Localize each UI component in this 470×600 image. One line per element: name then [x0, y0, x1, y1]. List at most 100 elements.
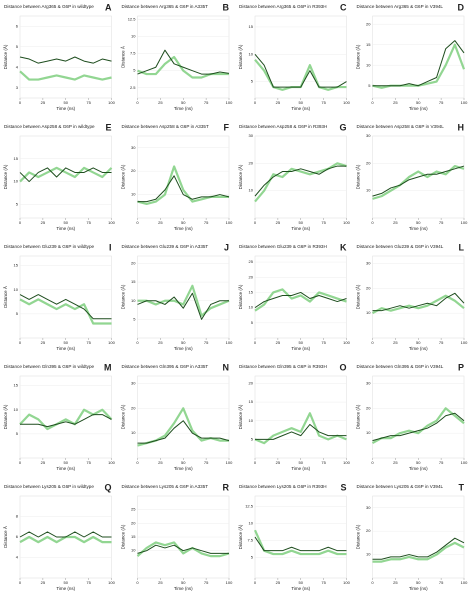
x-tick-label: 75	[86, 580, 91, 585]
y-tick-label: 10	[249, 51, 254, 56]
x-tick-label: 100	[343, 580, 350, 585]
panel-letter: C	[340, 2, 347, 12]
x-axis-label: Time (ns)	[409, 106, 428, 111]
y-tick-label: 25	[131, 507, 136, 512]
mean-line	[19, 531, 112, 538]
panel-letter: K	[340, 242, 347, 252]
x-axis-label: Time (ns)	[409, 346, 428, 351]
x-tick-label: 0	[136, 100, 139, 105]
y-tick-label: 20	[366, 405, 371, 410]
x-axis-label: Time (ns)	[174, 466, 193, 471]
y-tick-label: 7.5	[130, 51, 136, 56]
y-tick-label: 30	[131, 381, 136, 386]
x-tick-label: 100	[226, 580, 233, 585]
y-tick-label: 4	[16, 64, 19, 69]
replica-line	[137, 165, 229, 206]
x-axis-label: Time (ns)	[291, 586, 310, 591]
panel-title: Distance between Arg365 & G6P in A335T	[122, 4, 209, 9]
y-axis-label: Distance (Å)	[120, 404, 126, 429]
replica-line	[254, 412, 347, 445]
panel-title: Distance between Glu239 & G6P in wildtyp…	[4, 244, 95, 249]
x-tick-label: 25	[393, 580, 398, 585]
x-tick-label: 0	[371, 100, 374, 105]
panel-letter: H	[458, 122, 465, 132]
y-tick-label: 20	[131, 520, 136, 525]
y-tick-label: 5	[368, 83, 371, 88]
y-tick-label: 15	[131, 279, 136, 284]
panel-letter: M	[104, 362, 112, 372]
y-tick-label: 12.5	[128, 16, 137, 21]
y-tick-label: 10	[249, 418, 254, 423]
x-tick-label: 50	[299, 580, 304, 585]
x-tick-label: 25	[276, 460, 281, 465]
x-tick-label: 0	[371, 340, 374, 345]
y-axis-label: Distance Å	[2, 526, 8, 548]
x-axis-label: Time (ns)	[56, 106, 75, 111]
y-tick-label: 20	[366, 528, 371, 533]
x-axis-label: Time (ns)	[56, 226, 75, 231]
x-tick-label: 75	[86, 460, 91, 465]
x-tick-label: 25	[158, 460, 163, 465]
x-tick-label: 50	[64, 460, 69, 465]
mean-line	[137, 175, 230, 203]
x-tick-label: 0	[254, 580, 257, 585]
x-tick-label: 0	[136, 580, 139, 585]
y-tick-label: 12.5	[245, 503, 254, 508]
y-tick-label: 15	[249, 290, 254, 295]
x-tick-label: 0	[371, 580, 374, 585]
y-tick-label: 3	[16, 85, 19, 90]
x-tick-label: 25	[393, 220, 398, 225]
x-tick-label: 75	[321, 460, 326, 465]
y-axis-label: Distance (Å)	[355, 524, 361, 549]
x-tick-label: 75	[321, 340, 326, 345]
y-tick-label: 10	[14, 407, 19, 412]
panel-letter: Q	[104, 482, 111, 492]
y-axis-label: Distance Å	[120, 46, 126, 68]
y-tick-label: 20	[366, 160, 371, 165]
x-tick-label: 75	[439, 220, 444, 225]
x-tick-label: 0	[254, 460, 257, 465]
panel-letter: P	[458, 362, 464, 372]
y-tick-label: 6	[16, 23, 19, 28]
y-axis-label: Distance (Å)	[2, 404, 8, 429]
x-tick-label: 25	[276, 220, 281, 225]
panel-letter: R	[223, 482, 230, 492]
x-tick-label: 50	[416, 220, 421, 225]
x-tick-label: 100	[461, 460, 468, 465]
y-tick-label: 6	[16, 534, 19, 539]
panel-title: Distance between Lys205 & G6P in R393H	[239, 484, 327, 489]
x-tick-label: 0	[19, 460, 22, 465]
x-tick-label: 100	[343, 100, 350, 105]
y-axis-label: Distance (Å)	[355, 284, 361, 309]
panel-title: Distance between Gln395 & G6P in A335T	[122, 364, 209, 369]
y-tick-label: 10	[131, 192, 136, 197]
y-tick-label: 20	[366, 21, 371, 26]
mean-line	[137, 292, 229, 320]
x-tick-label: 75	[439, 460, 444, 465]
y-tick-label: 10	[131, 430, 136, 435]
x-tick-label: 75	[439, 100, 444, 105]
x-tick-label: 75	[86, 220, 91, 225]
y-tick-label: 20	[249, 381, 254, 386]
x-tick-label: 25	[276, 580, 281, 585]
x-tick-label: 0	[19, 220, 22, 225]
y-tick-label: 10	[249, 520, 254, 525]
y-axis-label: Distance (Å)	[120, 524, 126, 549]
x-tick-label: 50	[181, 100, 186, 105]
x-tick-label: 0	[254, 100, 257, 105]
x-tick-label: 100	[226, 340, 233, 345]
y-axis-label: Distance (Å)	[355, 44, 361, 69]
y-tick-label: 10	[366, 188, 371, 193]
x-tick-label: 100	[461, 340, 468, 345]
y-tick-label: 7.5	[247, 537, 253, 542]
y-axis-label: Distance (Å)	[355, 164, 361, 189]
x-tick-label: 75	[439, 580, 444, 585]
x-tick-label: 75	[439, 340, 444, 345]
panel-letter: E	[105, 122, 111, 132]
x-tick-label: 100	[461, 580, 468, 585]
plot-frame	[137, 375, 230, 459]
x-tick-label: 75	[86, 100, 91, 105]
mean-line	[19, 294, 112, 320]
x-tick-label: 50	[416, 580, 421, 585]
